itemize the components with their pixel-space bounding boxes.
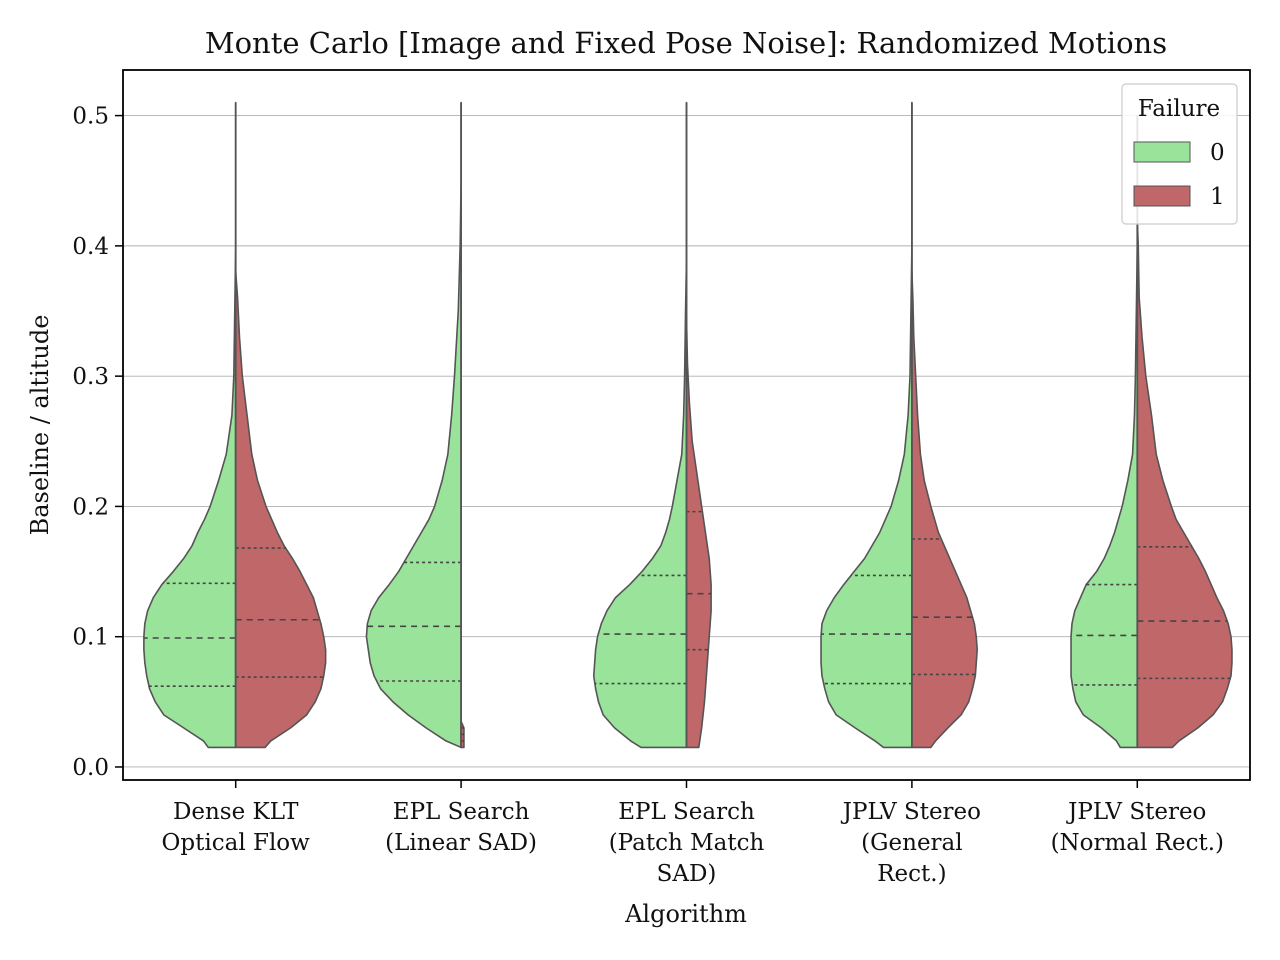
violin-half bbox=[1070, 114, 1139, 749]
x-tick-label: (General bbox=[861, 830, 962, 856]
legend-swatch-0 bbox=[1133, 141, 1191, 163]
violin-half bbox=[365, 101, 462, 749]
violin-half bbox=[592, 101, 688, 749]
legend-label-1: 1 bbox=[1210, 184, 1225, 210]
y-tick-label: 0.5 bbox=[72, 104, 109, 130]
y-axis-label: Baseline / altitude bbox=[26, 315, 54, 536]
x-tick-label: JPLV Stereo bbox=[1066, 799, 1206, 825]
x-tick-label: (Linear SAD) bbox=[385, 830, 537, 856]
legend-label-0: 0 bbox=[1210, 140, 1225, 166]
x-tick-label: Optical Flow bbox=[162, 830, 311, 856]
chart-title: Monte Carlo [Image and Fixed Pose Noise]… bbox=[205, 26, 1167, 60]
violin-half bbox=[1136, 219, 1233, 749]
legend-title: Failure bbox=[1138, 96, 1220, 122]
x-tick-label: EPL Search bbox=[393, 799, 530, 825]
violin-half bbox=[143, 101, 237, 749]
x-tick-label: EPL Search bbox=[618, 799, 755, 825]
x-tick-label: (Patch Match bbox=[609, 830, 765, 856]
violin-half bbox=[234, 271, 327, 749]
violin-half bbox=[820, 101, 913, 749]
x-tick-label: Rect.) bbox=[877, 861, 946, 887]
violin-half bbox=[685, 316, 712, 749]
y-tick-label: 0.1 bbox=[72, 625, 109, 651]
x-tick-label: Dense KLT bbox=[173, 799, 299, 825]
x-tick-label: (Normal Rect.) bbox=[1051, 830, 1224, 856]
y-axis: 0.0 0.1 0.2 0.3 0.4 0.5 bbox=[72, 104, 123, 781]
x-axis-label: Algorithm bbox=[624, 900, 747, 928]
violins bbox=[143, 101, 1233, 749]
plot-frame bbox=[122, 69, 1251, 781]
y-tick-label: 0.3 bbox=[72, 364, 109, 390]
y-tick-label: 0.4 bbox=[72, 234, 109, 260]
violin-half bbox=[911, 271, 979, 749]
legend: Failure 0 1 bbox=[1121, 83, 1238, 225]
x-axis: Dense KLT Optical Flow EPL Search (Linear S… bbox=[162, 780, 1224, 887]
legend-swatch-1 bbox=[1133, 185, 1191, 207]
x-tick-label: JPLV Stereo bbox=[841, 799, 981, 825]
x-tick-label: SAD) bbox=[657, 861, 717, 887]
y-tick-label: 0.0 bbox=[72, 755, 109, 781]
y-tick-label: 0.2 bbox=[72, 494, 109, 520]
